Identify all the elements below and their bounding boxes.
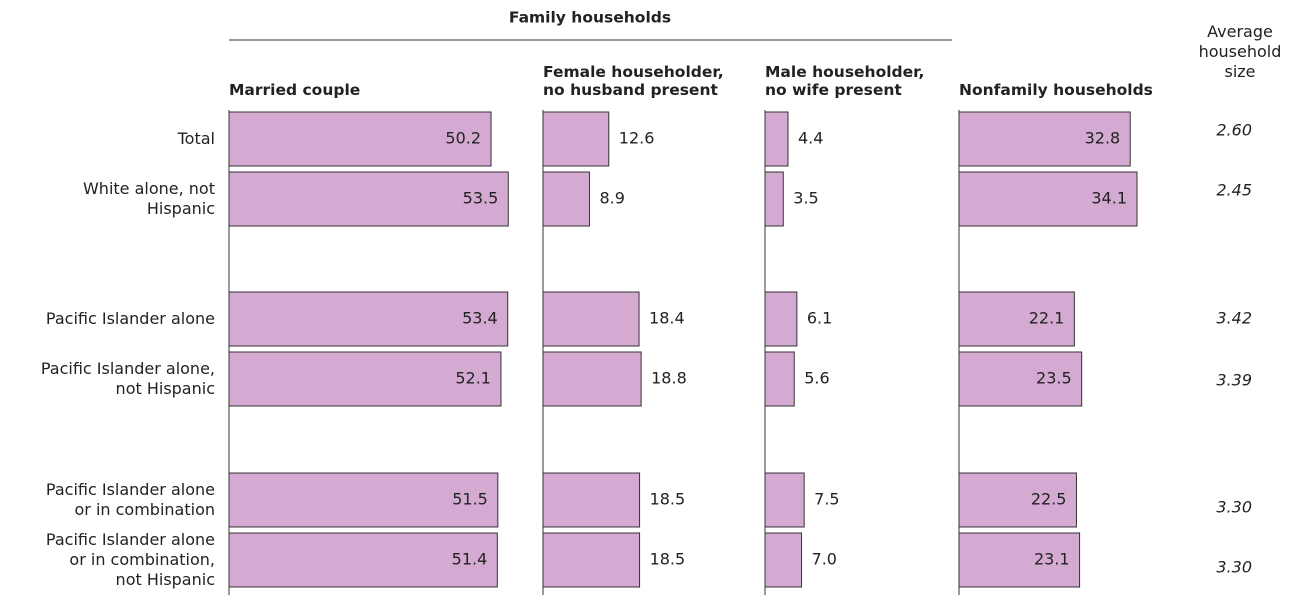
value-label: 7.0 bbox=[812, 550, 837, 569]
panel-header: Female householder, no husband present bbox=[543, 63, 724, 99]
value-label: 18.5 bbox=[650, 490, 686, 509]
bar bbox=[764, 291, 798, 347]
avg-header: Average household size bbox=[1199, 22, 1282, 81]
row-label: Pacific Islander alone, not Hispanic bbox=[41, 359, 215, 398]
value-label: 12.6 bbox=[619, 129, 655, 148]
value-label: 22.5 bbox=[1031, 490, 1067, 509]
bar bbox=[542, 111, 610, 167]
bar bbox=[958, 171, 1138, 227]
avg-value: 3.30 bbox=[1216, 498, 1252, 517]
bar bbox=[228, 472, 499, 528]
value-label: 22.1 bbox=[1029, 309, 1065, 328]
avg-value: 2.45 bbox=[1216, 181, 1252, 200]
value-label: 7.5 bbox=[814, 490, 839, 509]
row-label: Pacific Islander alone bbox=[46, 309, 215, 328]
value-label: 32.8 bbox=[1085, 129, 1121, 148]
bar bbox=[958, 532, 1081, 588]
bar bbox=[542, 351, 642, 407]
value-label: 50.2 bbox=[445, 129, 481, 148]
bar bbox=[228, 532, 498, 588]
value-label: 4.4 bbox=[798, 129, 823, 148]
value-label: 53.4 bbox=[462, 309, 498, 328]
value-label: 34.1 bbox=[1091, 189, 1127, 208]
bar bbox=[542, 472, 641, 528]
value-label: 52.1 bbox=[455, 369, 491, 388]
value-label: 18.4 bbox=[649, 309, 685, 328]
value-label: 18.8 bbox=[651, 369, 687, 388]
avg-value: 3.39 bbox=[1216, 371, 1252, 390]
value-label: 23.1 bbox=[1034, 550, 1070, 569]
bar bbox=[542, 532, 641, 588]
value-label: 6.1 bbox=[807, 309, 832, 328]
row-label: White alone, not Hispanic bbox=[83, 179, 215, 218]
bar bbox=[764, 351, 795, 407]
panel-header: Nonfamily households bbox=[959, 81, 1153, 99]
panel-header: Married couple bbox=[229, 81, 360, 99]
value-label: 23.5 bbox=[1036, 369, 1072, 388]
bar bbox=[764, 111, 789, 167]
value-label: 53.5 bbox=[463, 189, 499, 208]
avg-value: 3.42 bbox=[1216, 309, 1252, 328]
bar bbox=[228, 291, 509, 347]
bar bbox=[542, 171, 590, 227]
bar bbox=[228, 111, 492, 167]
row-label: Total bbox=[177, 129, 215, 148]
panel-header: Male householder, no wife present bbox=[765, 63, 924, 99]
bar bbox=[764, 532, 803, 588]
avg-value: 2.60 bbox=[1216, 121, 1252, 140]
bar bbox=[958, 291, 1075, 347]
row-label: Pacific Islander alone or in combination bbox=[46, 480, 215, 519]
value-label: 5.6 bbox=[804, 369, 829, 388]
bar bbox=[958, 351, 1083, 407]
avg-value: 3.30 bbox=[1216, 558, 1252, 577]
value-label: 51.4 bbox=[452, 550, 488, 569]
bar bbox=[958, 472, 1077, 528]
value-label: 18.5 bbox=[650, 550, 686, 569]
group-title: Family households bbox=[509, 9, 671, 27]
value-label: 8.9 bbox=[599, 189, 624, 208]
bar bbox=[228, 171, 509, 227]
bar bbox=[764, 472, 805, 528]
bar bbox=[542, 291, 640, 347]
row-label: Pacific Islander alone or in combination,… bbox=[46, 530, 215, 589]
value-label: 3.5 bbox=[793, 189, 818, 208]
bar bbox=[958, 111, 1131, 167]
value-label: 51.5 bbox=[452, 490, 488, 509]
bar bbox=[764, 171, 784, 227]
bar bbox=[228, 351, 502, 407]
